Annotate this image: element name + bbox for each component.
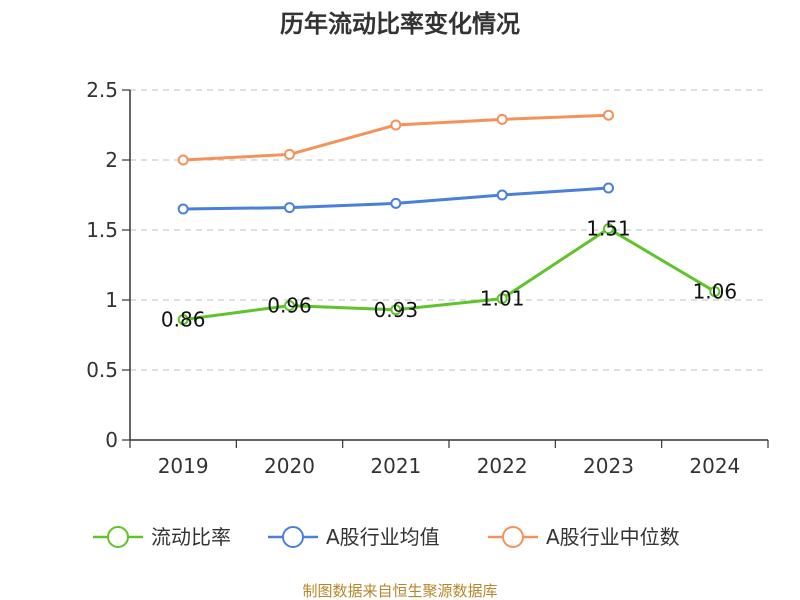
series-1-point-2023[interactable]: [603, 182, 614, 194]
series-0-point-2021[interactable]: [390, 304, 402, 316]
series-2-point-2023[interactable]: [603, 109, 614, 121]
series-1-point-2020[interactable]: [284, 202, 295, 214]
legend-item-1[interactable]: A股行业均值: [268, 525, 440, 549]
series-1-point-2019[interactable]: [177, 203, 189, 215]
legend-marker-1: [282, 526, 304, 548]
x-tick-label-2023: 2023: [583, 454, 634, 478]
legend-label-1: A股行业均值: [326, 525, 440, 549]
axes: 0 0.5 1 1.5 2 2.5 2019 2020 2021 2022 2023 2024: [86, 78, 769, 478]
data-label-2024: 1.06: [693, 280, 738, 304]
legend-label-2: A股行业中位数: [546, 525, 680, 549]
series-1-point-2022[interactable]: [496, 189, 508, 201]
legend-item-0[interactable]: 流动比率: [93, 525, 231, 549]
data-label-2019: 0.86: [161, 308, 206, 332]
data-label-2020: 0.96: [267, 294, 312, 318]
series-2-point-2021[interactable]: [390, 119, 402, 131]
legend-marker-0: [107, 526, 129, 548]
x-tick-label-2024: 2024: [689, 454, 740, 478]
series-0-point-2024[interactable]: [709, 286, 721, 298]
series-2-point-2020[interactable]: [284, 148, 295, 160]
chart-title: 历年流动比率变化情况: [280, 10, 520, 38]
data-labels: 0.86 0.96 0.93 1.01 1.51 1.06: [161, 217, 737, 332]
y-tick-label-4: 2: [105, 148, 118, 172]
legend-label-0: 流动比率: [151, 525, 231, 549]
series-2-point-2019[interactable]: [177, 154, 189, 166]
data-label-2023: 1.51: [586, 217, 631, 241]
x-tick-label-2021: 2021: [370, 454, 421, 478]
series-0-point-2023[interactable]: [603, 223, 614, 235]
legend[interactable]: 流动比率 A股行业均值 A股行业中位数: [93, 525, 680, 549]
source-note: 制图数据来自恒生聚源数据库: [302, 582, 497, 600]
grid-lines: [130, 89, 768, 371]
series-0-point-2022[interactable]: [496, 293, 508, 305]
series-line-0: [183, 227, 716, 322]
data-label-2022: 1.01: [480, 287, 525, 311]
y-tick-label-1: 0.5: [86, 358, 118, 382]
y-tick-label-3: 1.5: [86, 218, 118, 242]
series-0-point-2019[interactable]: [177, 314, 189, 326]
x-tick-label-2020: 2020: [264, 454, 315, 478]
y-tick-label-2: 1: [105, 288, 118, 312]
series-2-point-2022[interactable]: [496, 113, 508, 125]
x-tick-label-2022: 2022: [477, 454, 528, 478]
y-tick-label-0: 0: [105, 428, 118, 452]
legend-marker-2: [502, 526, 524, 548]
x-tick-label-2019: 2019: [158, 454, 209, 478]
series-0-point-2020[interactable]: [284, 300, 295, 312]
series-1-point-2021[interactable]: [390, 197, 402, 209]
data-label-2021: 0.93: [374, 298, 419, 322]
y-tick-label-5: 2.5: [86, 78, 118, 102]
series-layer: [177, 109, 721, 326]
legend-item-2[interactable]: A股行业中位数: [488, 525, 680, 549]
